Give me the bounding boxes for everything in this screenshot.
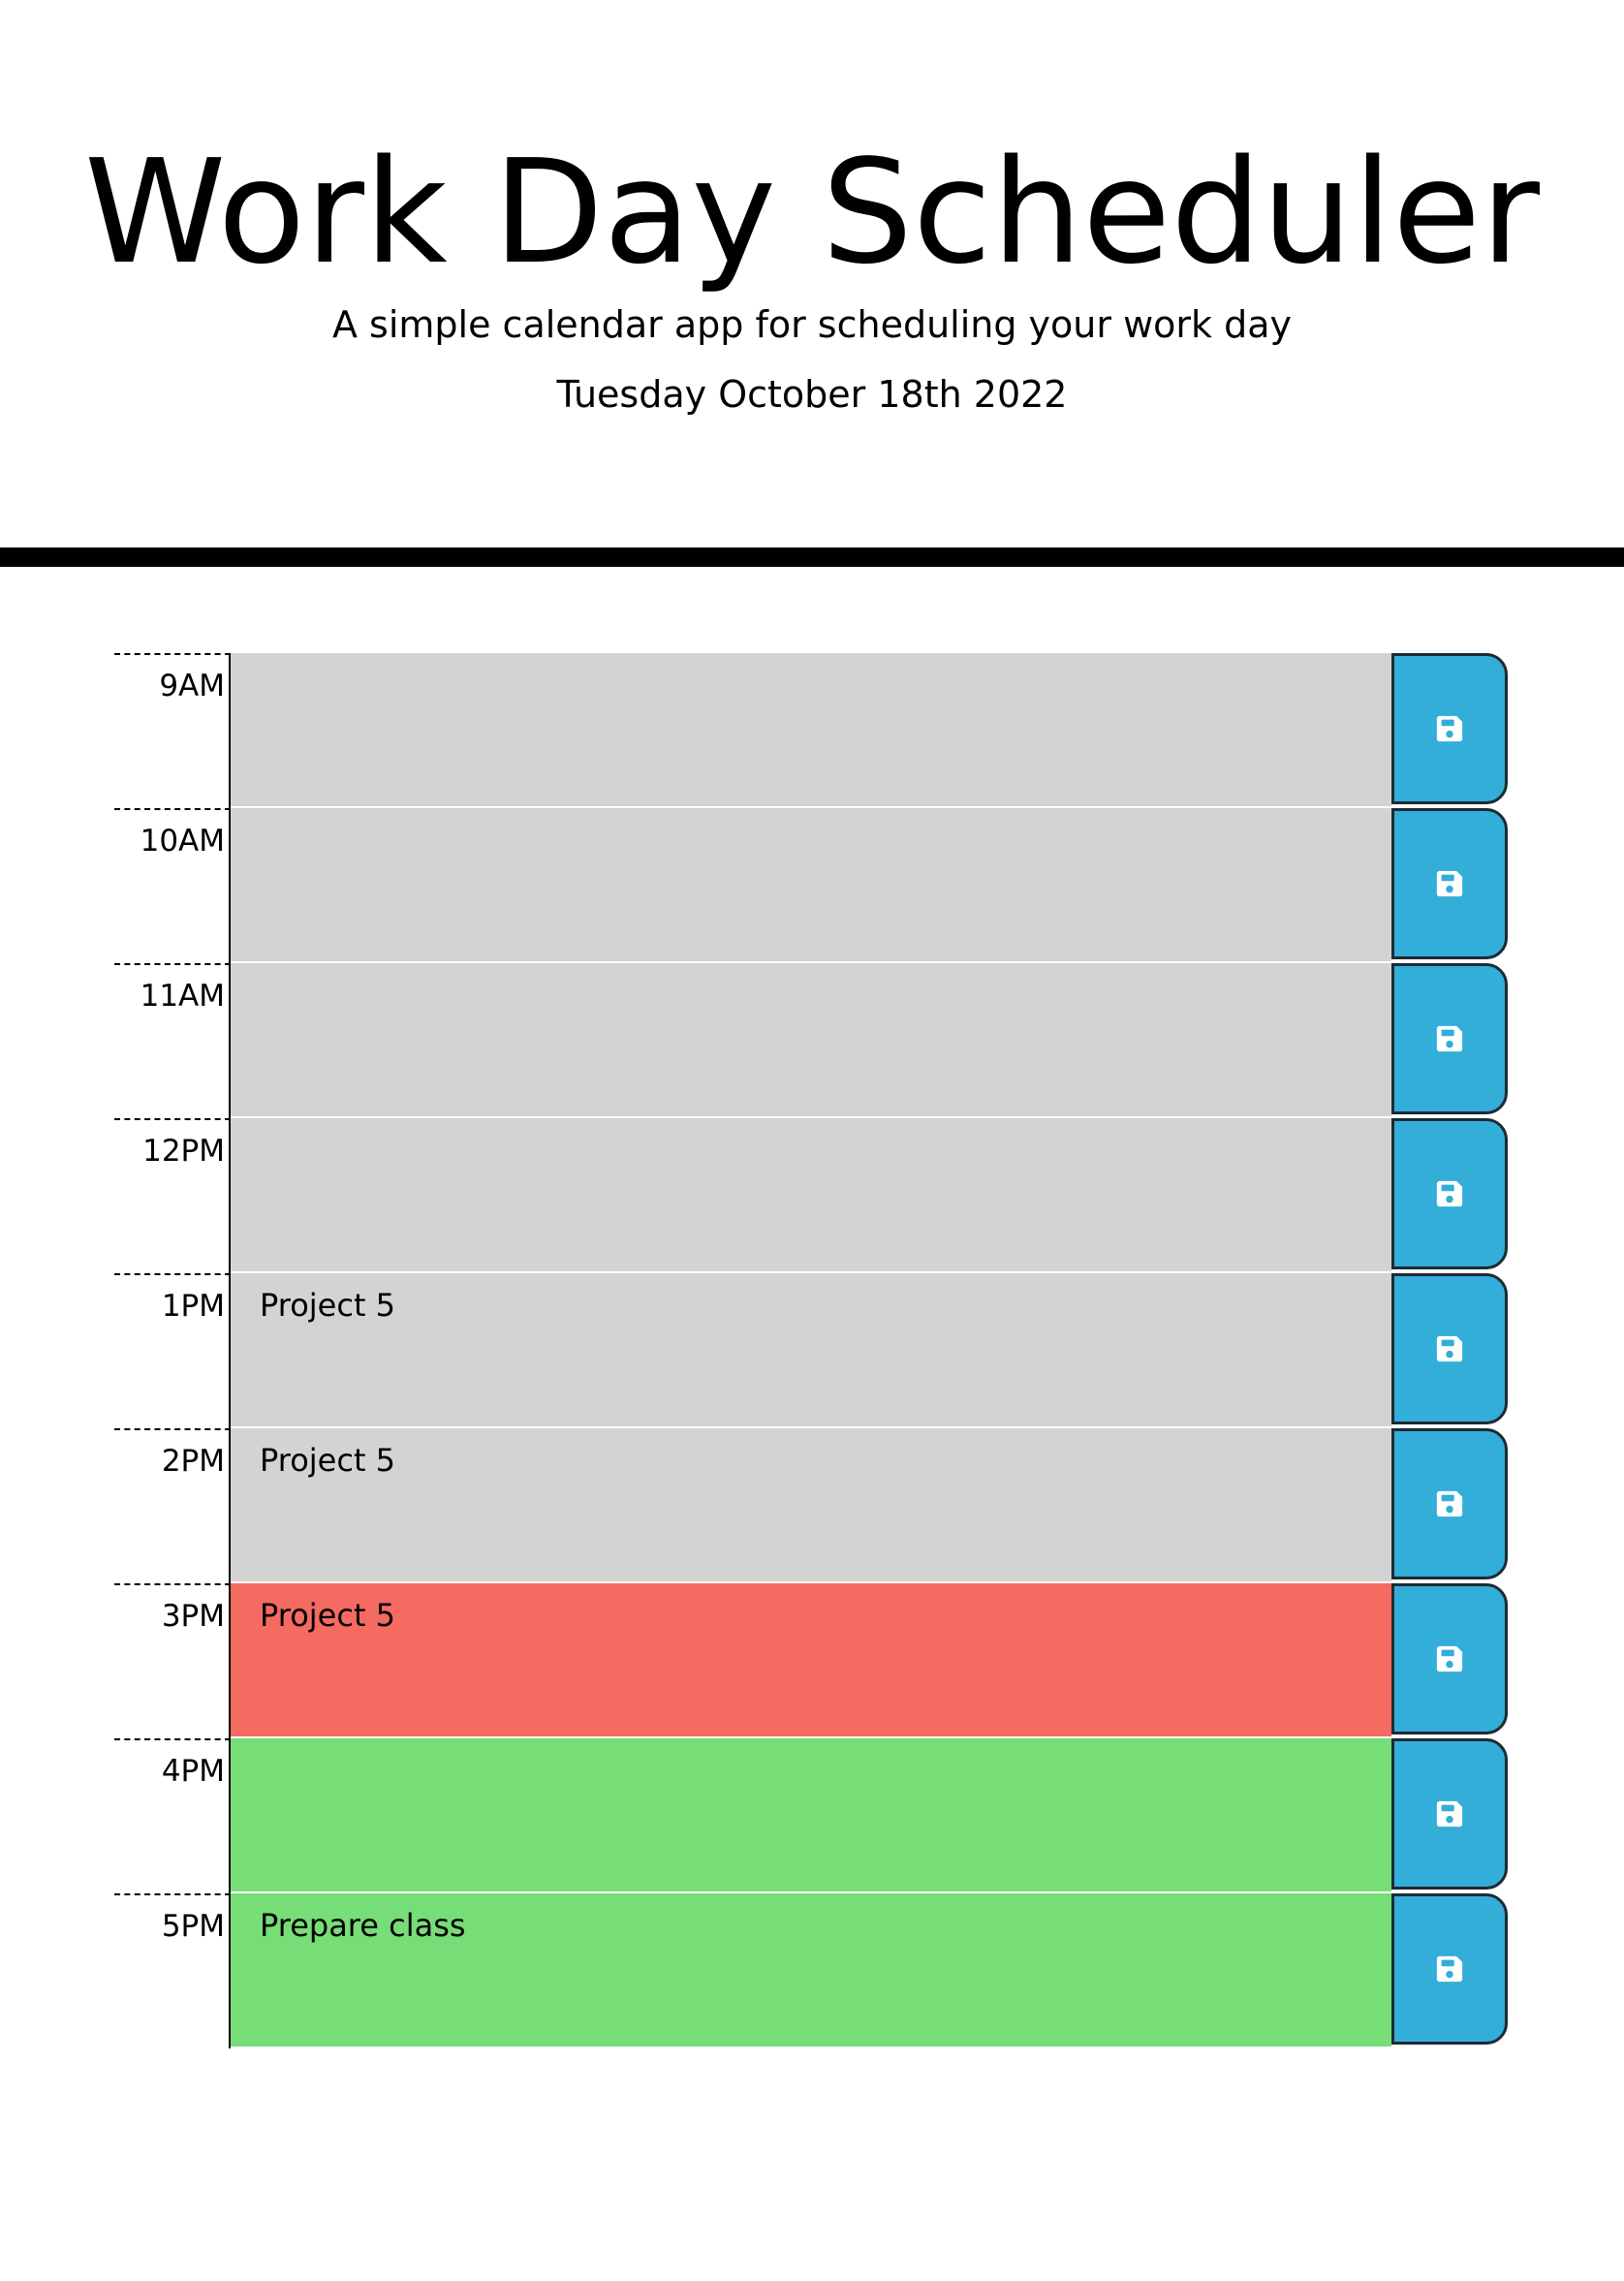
save-icon [1436, 1180, 1463, 1207]
hour-label: 11AM [114, 963, 231, 1118]
time-block-10am: 10AM [114, 808, 1510, 963]
schedule: 9AM 10AM 11AM 12PM 1PM Project 5 2PM Pro… [114, 653, 1510, 2048]
page-subtitle: A simple calendar app for scheduling you… [331, 303, 1293, 346]
time-block-2pm: 2PM Project 5 [114, 1428, 1510, 1583]
description-field[interactable]: Prepare class [231, 1893, 1391, 2048]
save-icon [1436, 870, 1463, 897]
hour-label: 12PM [114, 1118, 231, 1273]
hour-label: 4PM [114, 1738, 231, 1893]
description-field[interactable]: Project 5 [231, 1428, 1391, 1583]
save-icon [1436, 1490, 1463, 1517]
header: Work Day Scheduler A simple calendar app… [0, 0, 1624, 567]
save-icon [1436, 1645, 1463, 1672]
description-field[interactable] [231, 1738, 1391, 1893]
time-block-9am: 9AM [114, 653, 1510, 808]
save-button[interactable] [1391, 1118, 1508, 1269]
time-block-5pm: 5PM Prepare class [114, 1893, 1510, 2048]
save-icon [1436, 1335, 1463, 1362]
page-title: Work Day Scheduler [83, 129, 1541, 296]
time-block-12pm: 12PM [114, 1118, 1510, 1273]
description-field[interactable] [231, 963, 1391, 1118]
description-field[interactable]: Project 5 [231, 1273, 1391, 1428]
save-icon [1436, 1800, 1463, 1828]
save-button[interactable] [1391, 1738, 1508, 1890]
description-field[interactable] [231, 1118, 1391, 1273]
save-button[interactable] [1391, 1428, 1508, 1579]
hour-label: 5PM [114, 1893, 231, 2048]
save-button[interactable] [1391, 1893, 1508, 2045]
hour-label: 3PM [114, 1583, 231, 1738]
save-icon [1436, 715, 1463, 742]
save-icon [1436, 1955, 1463, 1983]
description-field[interactable]: Project 5 [231, 1583, 1391, 1738]
time-block-3pm: 3PM Project 5 [114, 1583, 1510, 1738]
time-block-4pm: 4PM [114, 1738, 1510, 1893]
hour-label: 1PM [114, 1273, 231, 1428]
save-button[interactable] [1391, 808, 1508, 959]
time-block-11am: 11AM [114, 963, 1510, 1118]
save-button[interactable] [1391, 653, 1508, 804]
save-button[interactable] [1391, 1273, 1508, 1424]
save-button[interactable] [1391, 1583, 1508, 1734]
description-field[interactable] [231, 808, 1391, 963]
time-block-1pm: 1PM Project 5 [114, 1273, 1510, 1428]
save-icon [1436, 1025, 1463, 1052]
save-button[interactable] [1391, 963, 1508, 1114]
hour-label: 10AM [114, 808, 231, 963]
hour-label: 2PM [114, 1428, 231, 1583]
description-field[interactable] [231, 653, 1391, 808]
current-day: Tuesday October 18th 2022 [556, 373, 1068, 416]
hour-label: 9AM [114, 653, 231, 808]
